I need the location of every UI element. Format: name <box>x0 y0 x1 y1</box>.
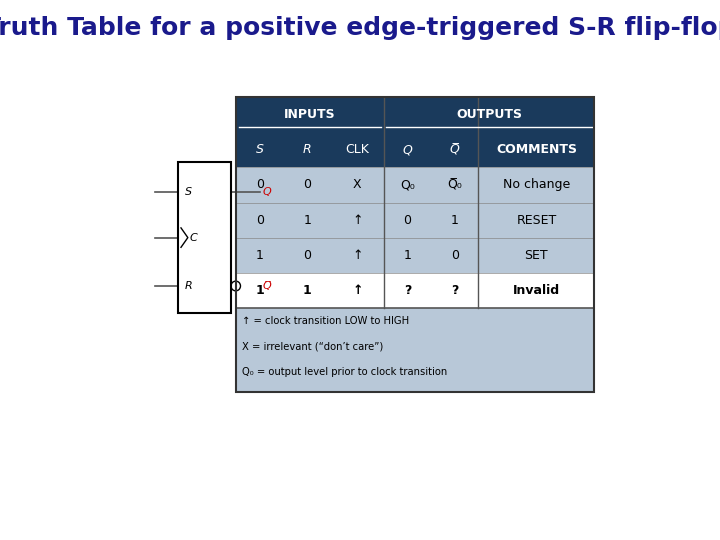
Text: Invalid: Invalid <box>513 284 560 297</box>
Text: Q̅₀: Q̅₀ <box>447 178 462 192</box>
Text: COMMENTS: COMMENTS <box>496 143 577 157</box>
Text: S: S <box>184 187 192 197</box>
Text: CLK: CLK <box>346 143 369 157</box>
Text: INPUTS: INPUTS <box>284 108 336 122</box>
Bar <box>236 273 594 308</box>
Text: R: R <box>303 143 312 157</box>
Bar <box>236 97 594 132</box>
Text: No change: No change <box>503 178 570 192</box>
Text: R: R <box>184 281 192 291</box>
Text: Q: Q <box>263 187 271 197</box>
Text: Q̅: Q̅ <box>263 281 271 291</box>
Text: ↑: ↑ <box>352 213 363 227</box>
Bar <box>236 132 594 167</box>
Text: 1: 1 <box>256 248 264 262</box>
Text: Q₀ = output level prior to clock transition: Q₀ = output level prior to clock transit… <box>241 367 447 377</box>
Text: ↑: ↑ <box>352 284 363 297</box>
Text: ↑ = clock transition LOW to HIGH: ↑ = clock transition LOW to HIGH <box>241 316 409 326</box>
Text: Q₀: Q₀ <box>400 178 415 192</box>
Text: 1: 1 <box>403 248 411 262</box>
Text: ↑: ↑ <box>352 248 363 262</box>
Text: 0: 0 <box>303 178 311 192</box>
Text: 1: 1 <box>303 213 311 227</box>
Text: Q̅: Q̅ <box>450 143 459 157</box>
Text: S: S <box>256 143 264 157</box>
Text: Truth Table for a positive edge-triggered S-R flip-flop: Truth Table for a positive edge-triggere… <box>0 16 720 40</box>
Text: X: X <box>353 178 361 192</box>
Text: 1: 1 <box>451 213 459 227</box>
Text: SET: SET <box>525 248 548 262</box>
Text: 0: 0 <box>451 248 459 262</box>
Text: RESET: RESET <box>516 213 557 227</box>
Text: 1: 1 <box>303 284 312 297</box>
Text: ?: ? <box>404 284 411 297</box>
Text: 0: 0 <box>256 178 264 192</box>
Text: ?: ? <box>451 284 459 297</box>
Text: 0: 0 <box>303 248 311 262</box>
Text: OUTPUTS: OUTPUTS <box>456 108 522 122</box>
Text: C: C <box>190 233 198 242</box>
Text: Q: Q <box>402 143 413 157</box>
Text: X = irrelevant (“don’t care”): X = irrelevant (“don’t care”) <box>241 341 383 352</box>
Text: 0: 0 <box>256 213 264 227</box>
Text: 1: 1 <box>256 284 264 297</box>
Text: 0: 0 <box>403 213 411 227</box>
